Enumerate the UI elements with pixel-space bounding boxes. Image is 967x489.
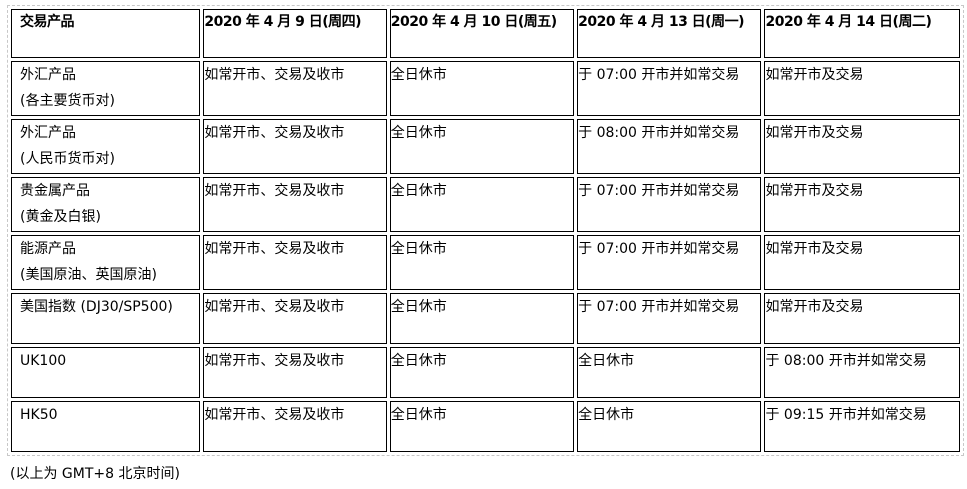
product-cell: HK50 [11,401,201,452]
product-detail: (美国原油、英国原油) [20,267,157,283]
table-row: 能源产品 (美国原油、英国原油) 如常开市、交易及收市 全日休市于 07:00 开市并… [11,235,960,290]
status-cell: 如常开市、交易及收市 [203,61,387,116]
header-cell: 交易产品 [11,9,201,58]
table-row: HK50 如常开市、交易及收市 全日休市 全日休市于 09:15 开市并如常交易 [11,401,960,452]
status-cell: 全日休市 [389,293,575,344]
status-cell: 全日休市 [577,401,762,452]
header-cell: 2020 年 4 月 14 日(周二) [764,9,960,58]
status-cell: 于 08:00 开市并如常交易 [577,119,762,174]
status-cell: 于 09:15 开市并如常交易 [764,401,960,452]
table-header-row: 交易产品 2020 年 4 月 9 日(周四) 2020 年 4 月 10 日(… [11,9,960,58]
header-cell: 2020 年 4 月 10 日(周五) [389,9,575,58]
table-row: 外汇产品 (各主要货币对) 如常开市、交易及收市 全日休市于 07:00 开市并如常交… [11,61,960,116]
product-cell: 外汇产品 (各主要货币对) [11,61,201,116]
status-cell: 全日休市 [389,119,575,174]
schedule-table-container: 交易产品 2020 年 4 月 9 日(周四) 2020 年 4 月 10 日(… [7,5,964,456]
status-cell: 如常开市及交易 [764,119,960,174]
product-name: 贵金属产品 [20,183,90,199]
product-cell: 外汇产品 (人民币货币对) [11,119,201,174]
status-cell: 如常开市、交易及收市 [203,177,387,232]
product-name: 能源产品 [20,241,76,257]
table-row: 外汇产品 (人民币货币对) 如常开市、交易及收市 全日休市于 08:00 开市并如常交… [11,119,960,174]
status-cell: 于 07:00 开市并如常交易 [577,177,762,232]
product-detail: (各主要货币对) [20,93,115,109]
product-name: 美国指数 (DJ30/SP500) [20,299,173,315]
product-detail: (黄金及白银) [20,209,101,225]
product-name: 外汇产品 [20,67,76,83]
table-row: 贵金属产品 (黄金及白银) 如常开市、交易及收市 全日休市于 07:00 开市并如常交… [11,177,960,232]
product-name: UK100 [20,353,67,369]
status-cell: 全日休市 [389,235,575,290]
table-row: UK100 如常开市、交易及收市 全日休市 全日休市于 08:00 开市并如常交易 [11,347,960,398]
product-cell: UK100 [11,347,201,398]
product-name: 外汇产品 [20,125,76,141]
product-cell: 美国指数 (DJ30/SP500) [11,293,201,344]
status-cell: 如常开市及交易 [764,235,960,290]
status-cell: 如常开市、交易及收市 [203,293,387,344]
product-name: HK50 [20,407,58,423]
header-cell: 2020 年 4 月 13 日(周一) [577,9,762,58]
status-cell: 如常开市、交易及收市 [203,347,387,398]
status-cell: 全日休市 [389,401,575,452]
product-cell: 贵金属产品 (黄金及白银) [11,177,201,232]
table-row: 美国指数 (DJ30/SP500) 如常开市、交易及收市 全日休市于 07:00 开… [11,293,960,344]
status-cell: 全日休市 [389,347,575,398]
holiday-schedule-table: 交易产品 2020 年 4 月 9 日(周四) 2020 年 4 月 10 日(… [8,6,963,455]
header-cell: 2020 年 4 月 9 日(周四) [203,9,387,58]
status-cell: 全日休市 [577,347,762,398]
status-cell: 如常开市及交易 [764,61,960,116]
status-cell: 于 07:00 开市并如常交易 [577,293,762,344]
status-cell: 如常开市及交易 [764,177,960,232]
status-cell: 于 07:00 开市并如常交易 [577,61,762,116]
timezone-note: (以上为 GMT+8 北京时间) [10,466,180,482]
status-cell: 于 07:00 开市并如常交易 [577,235,762,290]
status-cell: 全日休市 [389,177,575,232]
status-cell: 全日休市 [389,61,575,116]
product-cell: 能源产品 (美国原油、英国原油) [11,235,201,290]
status-cell: 如常开市、交易及收市 [203,235,387,290]
product-detail: (人民币货币对) [20,151,115,167]
status-cell: 如常开市及交易 [764,293,960,344]
status-cell: 如常开市、交易及收市 [203,401,387,452]
status-cell: 于 08:00 开市并如常交易 [764,347,960,398]
status-cell: 如常开市、交易及收市 [203,119,387,174]
